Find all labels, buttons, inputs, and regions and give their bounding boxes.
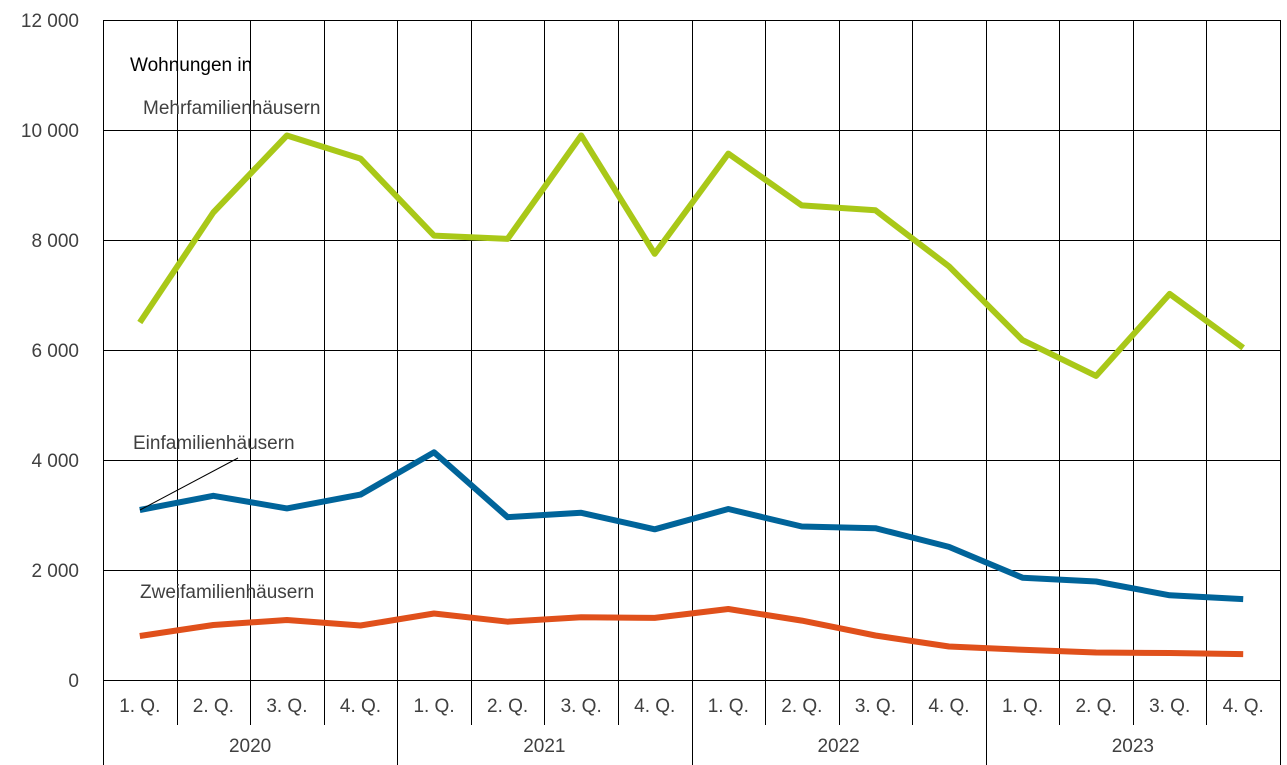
series-line-zweifamilienhäusern xyxy=(139,606,1244,658)
series-layer xyxy=(137,132,1245,658)
x-tick-label: 3. Q. xyxy=(1149,696,1190,717)
series-line-mehrfamilienhäusern xyxy=(137,132,1245,379)
x-tick-label: 1. Q. xyxy=(708,696,749,717)
y-tick-label: 0 xyxy=(68,671,79,692)
y-tick-label: 4 000 xyxy=(31,451,79,472)
x-tick-label: 2. Q. xyxy=(487,696,528,717)
grid-layer xyxy=(103,20,1281,765)
x-tick-label: 4. Q. xyxy=(1223,696,1264,717)
y-tick-label: 10 000 xyxy=(21,121,79,142)
x-tick-label: 2. Q. xyxy=(1076,696,1117,717)
x-tick-label: 3. Q. xyxy=(266,696,307,717)
y-tick-label: 2 000 xyxy=(31,561,79,582)
y-tick-label: 12 000 xyxy=(21,11,79,32)
x-group-label: 2020 xyxy=(229,736,271,757)
x-tick-label: 4. Q. xyxy=(928,696,969,717)
x-tick-label: 2. Q. xyxy=(193,696,234,717)
x-group-label: 2023 xyxy=(1112,736,1154,757)
series-label-layer: Wohnungen in Mehrfamilienhäusern Einfami… xyxy=(130,55,320,603)
label-mehrfamilienhaeusern: Mehrfamilienhäusern xyxy=(143,98,320,119)
x-group-label: 2022 xyxy=(817,736,859,757)
y-tick-label: 6 000 xyxy=(31,341,79,362)
x-tick-label: 1. Q. xyxy=(413,696,454,717)
x-tick-label: 1. Q. xyxy=(1002,696,1043,717)
x-tick-label: 4. Q. xyxy=(340,696,381,717)
label-wohnungen-in: Wohnungen in xyxy=(130,55,252,76)
label-leader-line xyxy=(139,457,239,511)
x-tick-label: 4. Q. xyxy=(634,696,675,717)
x-tick-label: 1. Q. xyxy=(119,696,160,717)
x-group-label: 2021 xyxy=(523,736,565,757)
series-line-einfamilienhäusern xyxy=(139,449,1244,603)
label-einfamilienhaeusern: Einfamilienhäusern xyxy=(133,433,295,454)
y-tick-label: 8 000 xyxy=(31,231,79,252)
label-zweifamilienhaeusern: Zweifamilienhäusern xyxy=(140,582,314,603)
axis-layer: 0 2 000 4 000 6 000 8 000 10 000 12 000 1. Q. 2.… xyxy=(21,11,1264,757)
x-tick-label: 2. Q. xyxy=(781,696,822,717)
x-tick-label: 3. Q. xyxy=(855,696,896,717)
x-tick-label: 3. Q. xyxy=(561,696,602,717)
